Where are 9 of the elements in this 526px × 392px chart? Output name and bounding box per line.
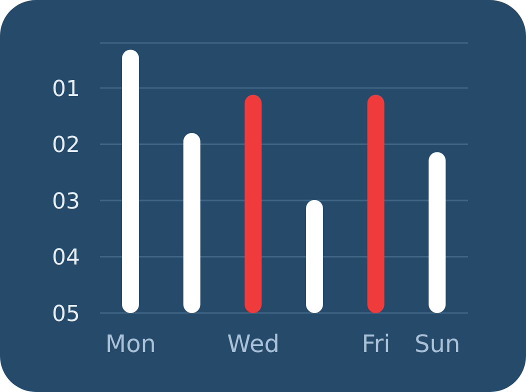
- x-tick-label: Fri: [362, 330, 390, 358]
- y-tick-label: 03: [52, 189, 80, 214]
- y-tick-label: 05: [52, 302, 80, 327]
- x-tick-label: Mon: [105, 330, 156, 358]
- y-tick-label: 02: [52, 133, 80, 158]
- x-tick-label: Sun: [414, 330, 460, 358]
- y-tick-label: 01: [52, 76, 80, 102]
- y-tick-label: 04: [52, 246, 80, 271]
- x-tick-label: Wed: [227, 330, 280, 358]
